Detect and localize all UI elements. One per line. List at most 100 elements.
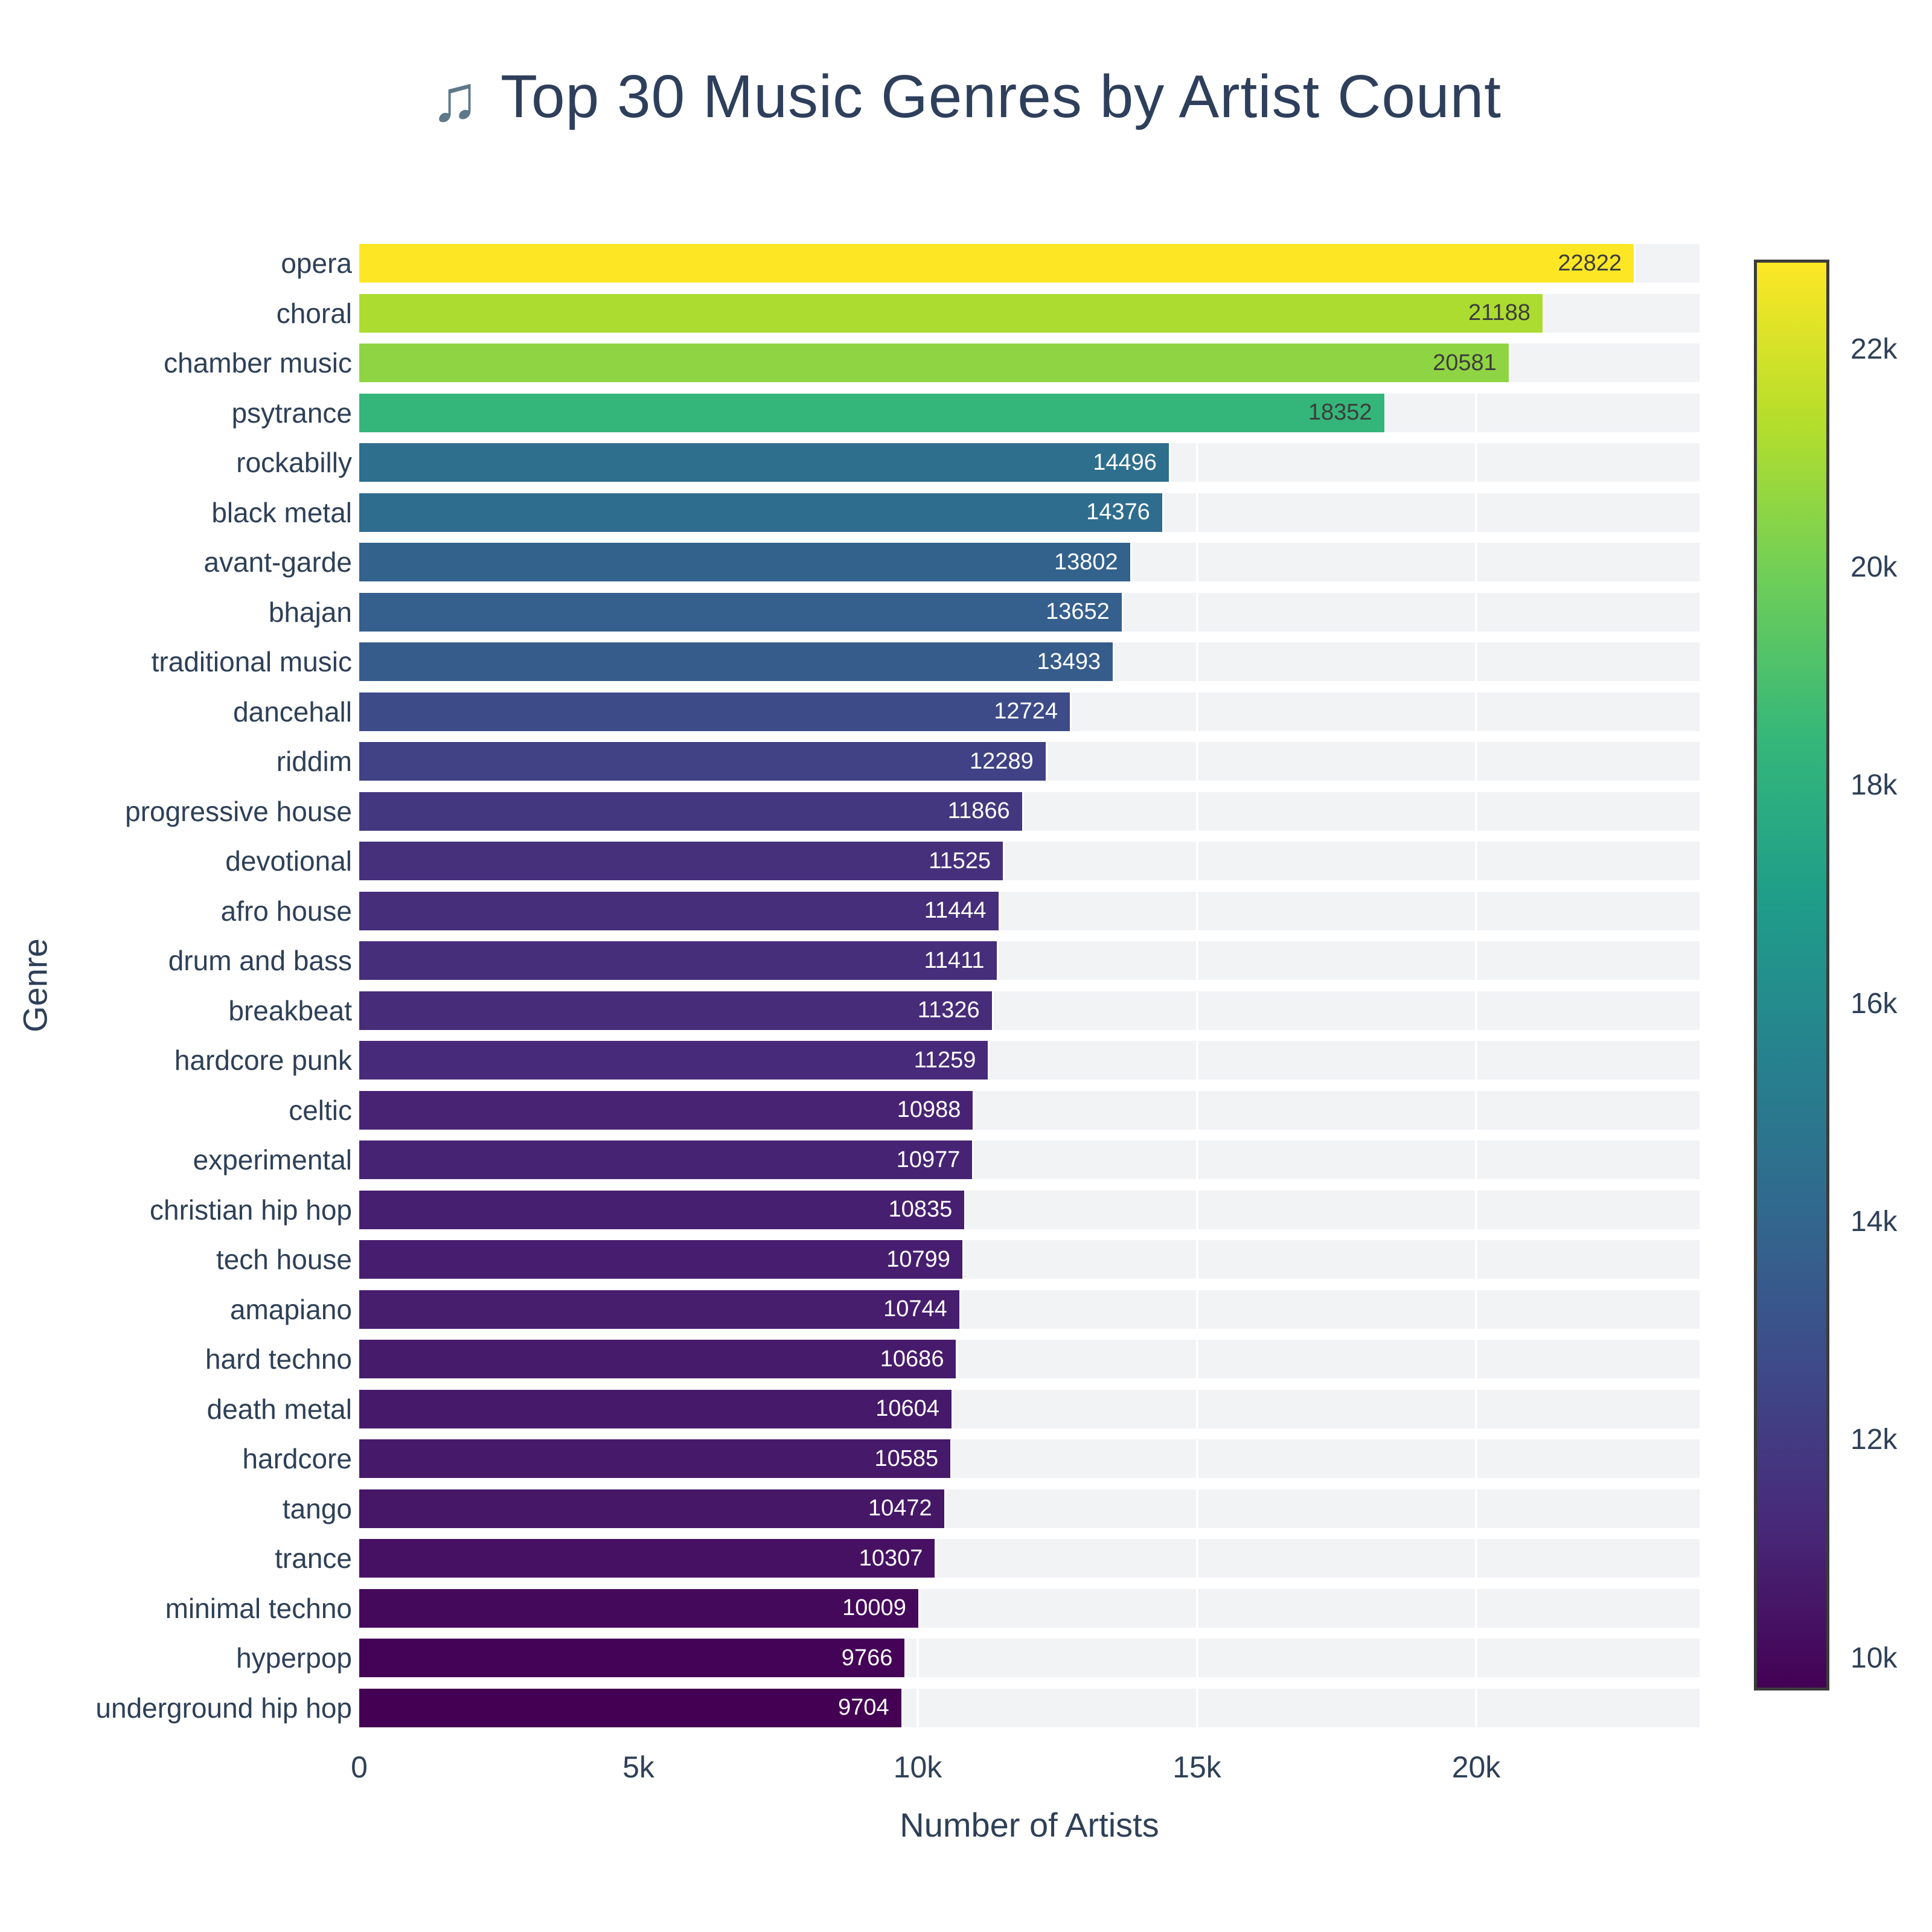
bar-tango[interactable]: 10472	[359, 1489, 944, 1528]
bar-rockabilly[interactable]: 14496	[359, 443, 1169, 482]
x-tick-20k: 20k	[1451, 1750, 1501, 1784]
x-tick-15k: 15k	[1172, 1750, 1221, 1784]
y-tick-christian-hip-hop: christian hip hop	[150, 1194, 352, 1226]
colorbar	[1754, 260, 1829, 1690]
y-tick-riddim: riddim	[276, 746, 352, 778]
y-tick-celtic: celtic	[289, 1094, 352, 1126]
bar-value-label: 10835	[888, 1197, 953, 1223]
bar-amapiano[interactable]: 10744	[359, 1290, 959, 1329]
chart-title-text: Top 30 Music Genres by Artist Count	[501, 63, 1502, 130]
bar-trance[interactable]: 10307	[359, 1539, 935, 1578]
bar-hyperpop[interactable]: 9766	[359, 1639, 905, 1678]
y-tick-drum-and-bass: drum and bass	[168, 945, 352, 977]
y-tick-bhajan: bhajan	[268, 596, 352, 628]
bar-value-label: 11525	[929, 848, 991, 874]
bar-value-label: 14376	[1086, 499, 1150, 525]
bar-value-label: 10585	[874, 1445, 939, 1471]
bar-value-label: 10686	[880, 1346, 944, 1372]
bar-value-label: 9766	[841, 1645, 893, 1671]
y-tick-trance: trance	[275, 1543, 352, 1575]
bar-value-label: 10988	[897, 1097, 961, 1123]
y-tick-devotional: devotional	[225, 845, 352, 877]
x-tick-5k: 5k	[622, 1750, 654, 1784]
y-tick-rockabilly: rockabilly	[236, 447, 352, 479]
bar-breakbeat[interactable]: 11326	[359, 991, 992, 1030]
bar-value-label: 18352	[1308, 400, 1372, 426]
bar-minimal-techno[interactable]: 10009	[359, 1588, 918, 1628]
bar-death-metal[interactable]: 10604	[359, 1389, 952, 1428]
bar-value-label: 12289	[970, 748, 1034, 774]
gridline-15k	[1195, 238, 1198, 1733]
y-tick-chamber-music: chamber music	[164, 347, 352, 379]
bar-avant-garde[interactable]: 13802	[359, 543, 1130, 582]
bar-value-label: 22822	[1558, 250, 1622, 276]
bar-experimental[interactable]: 10977	[359, 1140, 973, 1180]
y-tick-tango: tango	[282, 1492, 352, 1524]
bar-value-label: 10977	[896, 1147, 961, 1172]
bar-underground-hip-hop[interactable]: 9704	[359, 1688, 901, 1727]
bar-hardcore-punk[interactable]: 11259	[359, 1041, 988, 1080]
bar-tech-house[interactable]: 10799	[359, 1240, 962, 1279]
bar-value-label: 10009	[842, 1595, 906, 1621]
y-tick-avant-garde: avant-garde	[203, 546, 353, 578]
y-tick-hyperpop: hyperpop	[236, 1642, 352, 1674]
gridline-5k	[637, 238, 640, 1733]
bar-value-label: 10799	[886, 1246, 950, 1272]
y-tick-hardcore-punk: hardcore punk	[174, 1044, 352, 1076]
bar-hard-techno[interactable]: 10686	[359, 1340, 956, 1379]
bar-dancehall[interactable]: 12724	[359, 692, 1070, 731]
bar-value-label: 13802	[1054, 549, 1118, 575]
y-tick-death-metal: death metal	[206, 1393, 352, 1425]
bar-psytrance[interactable]: 18352	[359, 393, 1384, 432]
colorbar-tick-12k: 12k	[1850, 1424, 1898, 1456]
y-tick-tech-house: tech house	[216, 1244, 352, 1276]
bar-hardcore[interactable]: 10585	[359, 1439, 951, 1479]
colorbar-tick-14k: 14k	[1850, 1205, 1898, 1238]
y-tick-traditional-music: traditional music	[151, 646, 352, 678]
bar-value-label: 12724	[994, 699, 1058, 724]
bar-bhajan[interactable]: 13652	[359, 592, 1122, 632]
y-tick-experimental: experimental	[193, 1144, 352, 1176]
y-tick-dancehall: dancehall	[233, 696, 352, 728]
bar-value-label: 20581	[1433, 350, 1497, 376]
bar-value-label: 11866	[947, 798, 1010, 824]
bar-afro-house[interactable]: 11444	[359, 891, 999, 930]
bar-value-label: 10744	[883, 1296, 947, 1322]
y-tick-opera: opera	[281, 248, 352, 280]
x-tick-0: 0	[351, 1750, 368, 1784]
bar-black-metal[interactable]: 14376	[359, 493, 1162, 532]
bar-opera[interactable]: 22822	[359, 244, 1634, 283]
bar-devotional[interactable]: 11525	[359, 842, 1003, 881]
bar-christian-hip-hop[interactable]: 10835	[359, 1190, 965, 1229]
bar-value-label: 14496	[1093, 449, 1157, 475]
gridline-10k	[916, 238, 919, 1733]
bar-celtic[interactable]: 10988	[359, 1090, 973, 1130]
bar-chamber-music[interactable]: 20581	[359, 344, 1509, 383]
colorbar-tick-22k: 22k	[1850, 333, 1898, 365]
bar-choral[interactable]: 21188	[359, 293, 1543, 333]
bar-drum-and-bass[interactable]: 11411	[359, 941, 997, 980]
chart-title: ♫ Top 30 Music Genres by Artist Count	[0, 60, 1932, 136]
colorbar-tick-18k: 18k	[1850, 769, 1898, 802]
colorbar-tick-20k: 20k	[1850, 551, 1898, 583]
bar-value-label: 10472	[868, 1495, 932, 1521]
gridline-20k	[1475, 238, 1477, 1733]
bar-traditional-music[interactable]: 13493	[359, 642, 1113, 682]
bar-value-label: 11444	[924, 898, 987, 924]
colorbar-tick-16k: 16k	[1850, 987, 1898, 1020]
bar-progressive-house[interactable]: 11866	[359, 792, 1022, 831]
bar-value-label: 9704	[838, 1695, 889, 1721]
bar-riddim[interactable]: 12289	[359, 742, 1046, 781]
y-tick-underground-hip-hop: underground hip hop	[95, 1692, 352, 1724]
bar-value-label: 10307	[859, 1545, 923, 1571]
y-tick-psytrance: psytrance	[231, 397, 352, 429]
y-tick-choral: choral	[276, 297, 352, 329]
plot-area[interactable]: 22822 21188 20581 18352 14496 14376 13802 13652…	[359, 238, 1700, 1733]
y-tick-breakbeat: breakbeat	[228, 994, 352, 1026]
colorbar-tick-10k: 10k	[1850, 1642, 1898, 1674]
y-tick-afro-house: afro house	[220, 895, 352, 927]
y-tick-amapiano: amapiano	[229, 1293, 352, 1325]
y-tick-hardcore: hardcore	[242, 1443, 352, 1475]
bar-value-label: 13493	[1037, 648, 1101, 674]
